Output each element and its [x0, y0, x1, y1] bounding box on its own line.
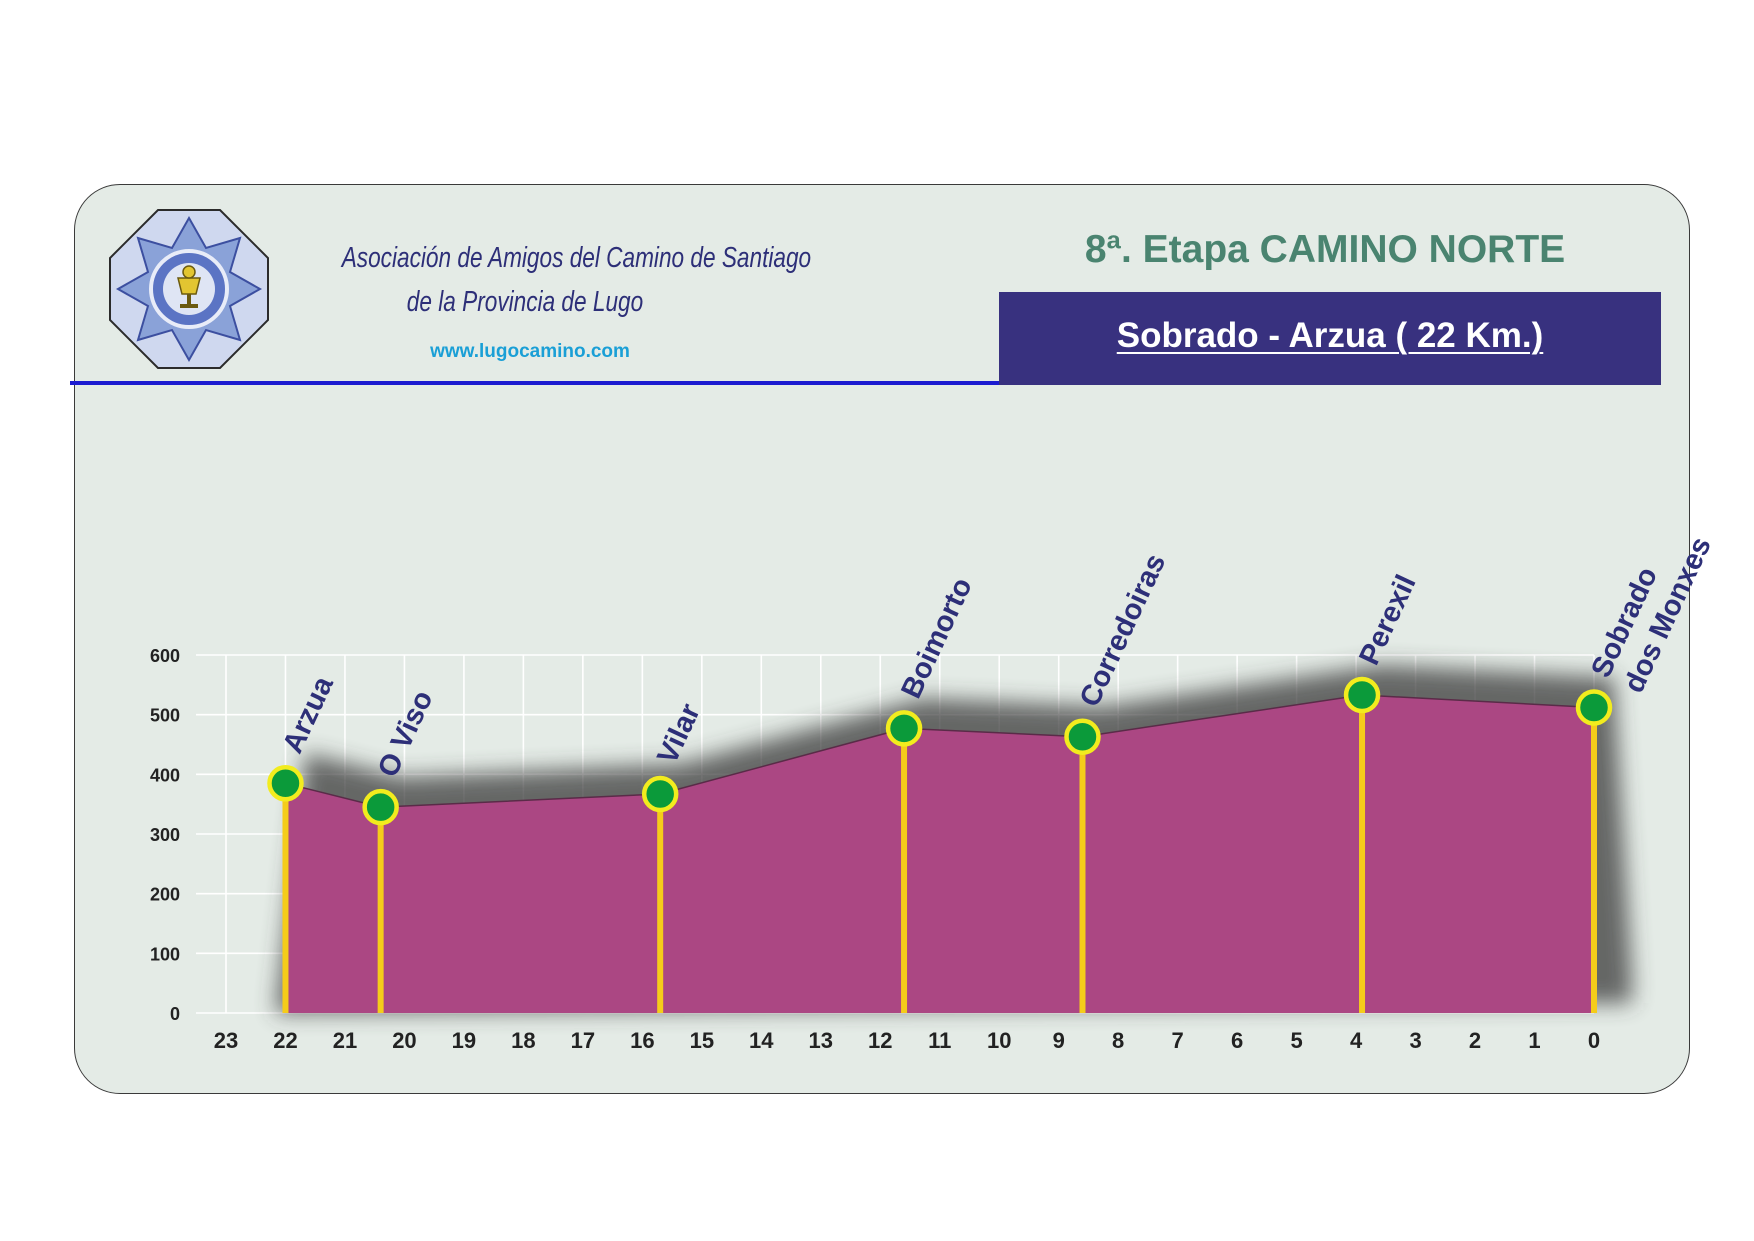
x-tick-label: 2: [1469, 1028, 1481, 1053]
place-label: O Viso: [372, 686, 440, 782]
website-link[interactable]: www.lugocamino.com: [430, 341, 630, 362]
x-tick-label: 21: [333, 1028, 357, 1053]
y-tick-label: 100: [150, 944, 180, 964]
place-label: Sobradodos Monxes: [1585, 517, 1717, 698]
place-label: Boimorto: [895, 573, 978, 703]
marker-group: [267, 676, 1613, 826]
route-title: Sobrado - Arzua ( 22 Km.): [1116, 316, 1544, 355]
profile-area: [285, 695, 1594, 1013]
place-marker: [1064, 718, 1101, 755]
x-tick-label: 17: [571, 1028, 595, 1053]
y-tick-label: 500: [150, 706, 180, 726]
profile-area-group: [285, 694, 1595, 1013]
x-tick-label: 12: [868, 1028, 892, 1053]
x-tick-label: 11: [928, 1028, 951, 1053]
place-marker: [885, 710, 923, 747]
x-tick-label: 5: [1290, 1028, 1302, 1053]
octagonal-seal-emblem-icon: [109, 209, 269, 369]
y-tick-label: 200: [150, 885, 180, 905]
x-tick-label: 20: [392, 1028, 416, 1053]
x-tick-label: 23: [214, 1028, 238, 1053]
y-axis-ticks: 0 100 200 300 400 500 600: [150, 646, 180, 1024]
header-divider: [70, 381, 1002, 385]
pole-group: [282, 694, 1597, 1013]
x-tick-label: 9: [1053, 1028, 1065, 1053]
x-tick-label: 8: [1112, 1028, 1124, 1053]
y-tick-label: 300: [150, 825, 180, 845]
place-label-line: Vilar: [652, 699, 707, 769]
place-label: Vilar: [652, 699, 707, 769]
place-label-line: O Viso: [372, 686, 440, 782]
association-name-line2: de la Provincia de Lugo: [406, 286, 644, 318]
x-tick-label: 6: [1231, 1028, 1243, 1053]
x-tick-label: 10: [987, 1028, 1011, 1053]
place-marker: [641, 775, 679, 813]
x-tick-label: 7: [1172, 1028, 1184, 1053]
place-marker: [1343, 676, 1381, 714]
place-label-line: Boimorto: [895, 573, 978, 703]
x-axis-ticks: 23 22 21 20 19 18 17 16 15 14 13 12 11 10 9 8 7 6 5 4 3 2 1 0: [214, 1028, 1600, 1053]
x-tick-label: 16: [630, 1028, 654, 1053]
x-tick-label: 1: [1528, 1028, 1540, 1053]
place-marker: [267, 765, 304, 802]
y-tick-label: 0: [170, 1004, 180, 1024]
place-marker: [1575, 689, 1613, 726]
x-tick-label: 3: [1409, 1028, 1421, 1053]
place-marker: [362, 788, 399, 826]
y-tick-label: 400: [150, 765, 180, 785]
x-tick-label: 0: [1588, 1028, 1600, 1053]
place-label-line: Corredoiras: [1074, 549, 1172, 712]
x-tick-label: 13: [809, 1028, 833, 1053]
route-banner: Sobrado - Arzua ( 22 Km.): [999, 292, 1661, 385]
x-tick-label: 14: [749, 1028, 774, 1053]
x-tick-label: 15: [690, 1028, 714, 1053]
place-label: Corredoiras: [1074, 549, 1172, 712]
x-tick-label: 19: [452, 1028, 476, 1053]
x-tick-label: 4: [1350, 1028, 1363, 1053]
x-tick-label: 22: [273, 1028, 297, 1053]
y-tick-label: 600: [150, 646, 180, 666]
x-tick-label: 18: [511, 1028, 535, 1053]
stage-title: 8ª. Etapa CAMINO NORTE: [1084, 228, 1566, 271]
